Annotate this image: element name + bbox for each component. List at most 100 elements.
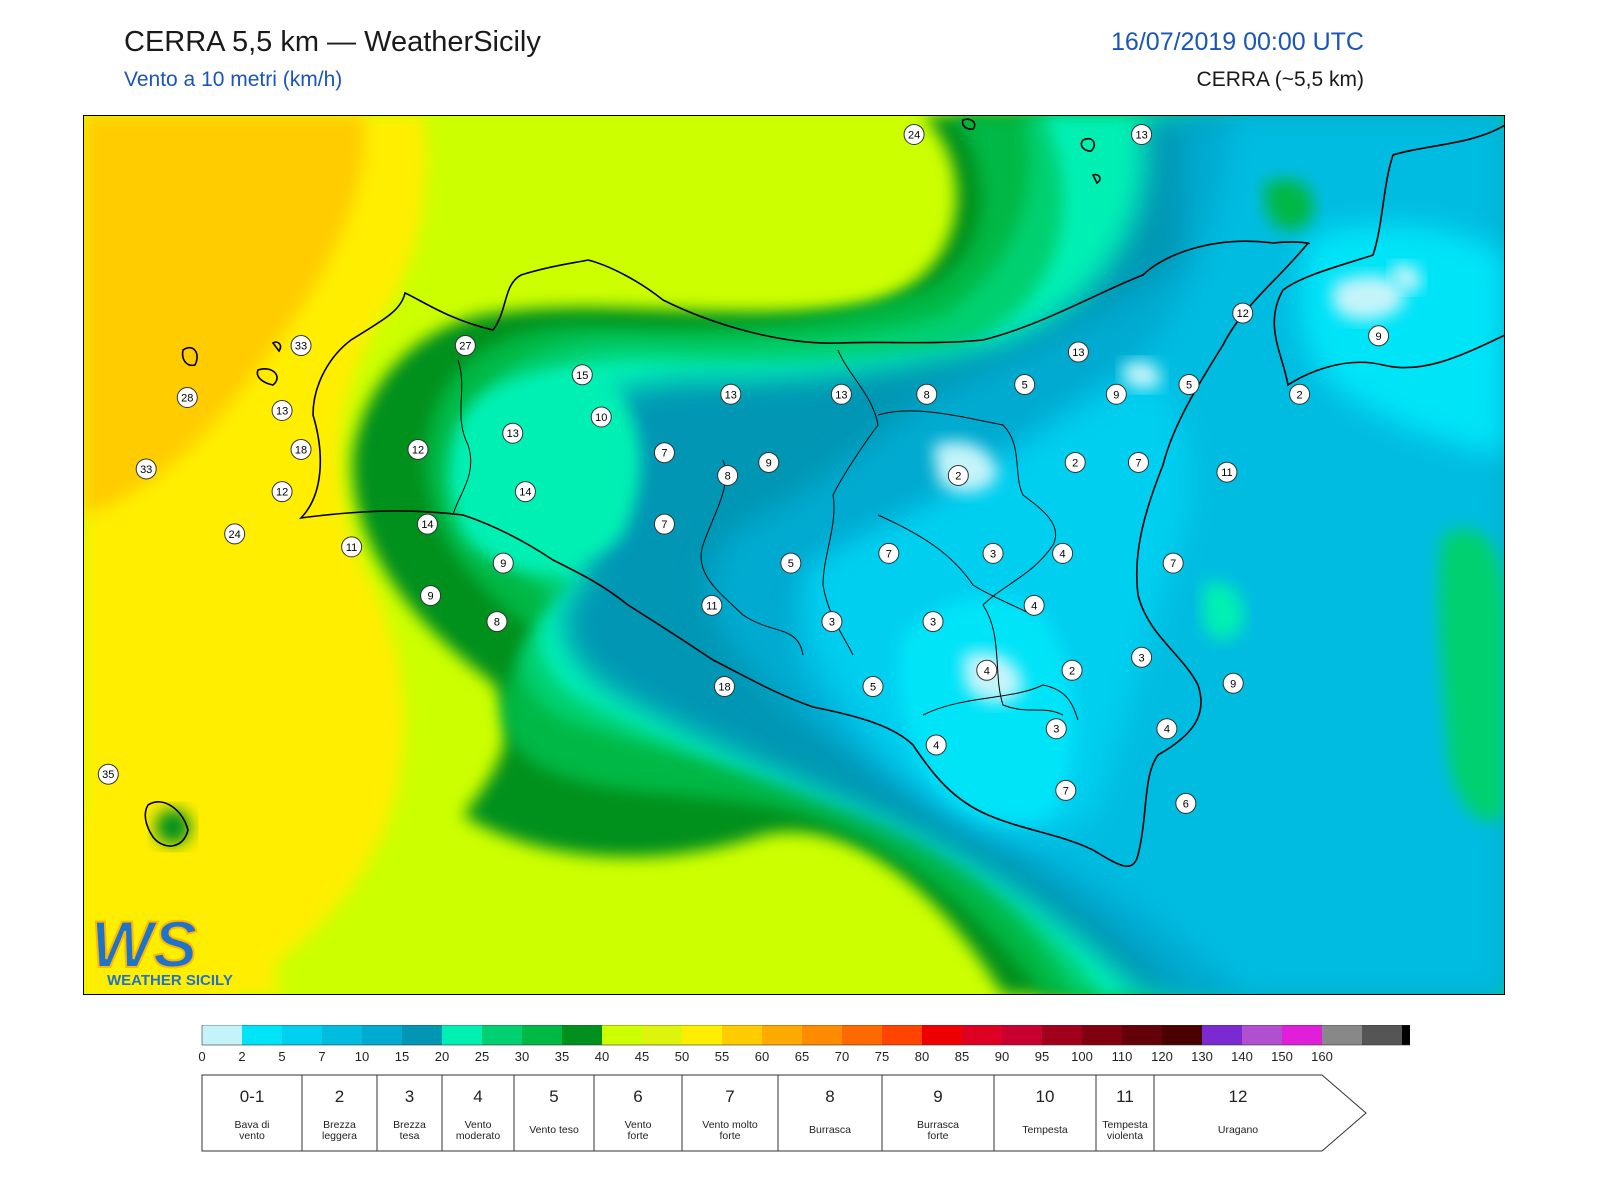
- station-value: 11: [346, 542, 357, 554]
- station-value: 13: [725, 389, 737, 401]
- color-scale-tick: 0: [198, 1049, 205, 1064]
- station-value: 10: [595, 412, 607, 424]
- color-scale-tick: 130: [1191, 1049, 1213, 1064]
- color-scale-tick: 75: [875, 1049, 889, 1064]
- color-scale-swatch: [362, 1025, 402, 1045]
- station-marker: 3: [1131, 646, 1153, 668]
- station-marker: 35: [97, 763, 119, 785]
- station-marker: 2: [947, 464, 969, 486]
- color-scale-swatch: [522, 1025, 562, 1045]
- color-scale-tick: 20: [435, 1049, 449, 1064]
- color-scale-tick: 160: [1311, 1049, 1333, 1064]
- beaufort-number: 0-1: [240, 1087, 265, 1106]
- station-value: 5: [1022, 380, 1028, 392]
- color-scale-swatch: [682, 1025, 722, 1045]
- ustica-island: [961, 118, 976, 130]
- station-marker-circle: [1014, 374, 1036, 396]
- legend: 0 2 5 7 10 15 20 25 30 35 40 45 50 55 60 65 70 75 80 85 90 95…: [198, 1025, 1410, 1152]
- station-marker-circle: [341, 536, 363, 558]
- color-scale-swatch: [282, 1025, 322, 1045]
- color-scale-tick: 60: [755, 1049, 769, 1064]
- station-marker: 8: [916, 383, 938, 405]
- color-scale-swatch: [322, 1025, 362, 1045]
- station-marker-circle: [176, 387, 198, 409]
- station-marker-circle: [830, 383, 852, 405]
- station-marker-circle: [514, 481, 536, 503]
- station-value: 5: [788, 558, 794, 570]
- color-scale-swatch: [1202, 1025, 1242, 1045]
- station-marker-circle: [271, 399, 293, 421]
- station-marker-circle: [1131, 123, 1153, 145]
- wind-field: [83, 115, 1505, 995]
- station-value: 33: [140, 464, 152, 476]
- station-marker: 8: [717, 464, 739, 486]
- station-value: 12: [276, 487, 288, 499]
- station-value: 9: [1230, 678, 1236, 690]
- station-value: 11: [706, 600, 717, 612]
- station-value: 7: [1170, 558, 1176, 570]
- color-scale: [201, 1025, 1410, 1046]
- station-marker: 10: [590, 406, 612, 428]
- color-scale-swatch: [202, 1025, 242, 1045]
- color-scale-swatch: [1002, 1025, 1042, 1045]
- station-marker: 24: [224, 523, 246, 545]
- station-marker-circle: [1216, 461, 1238, 483]
- station-marker-circle: [653, 513, 675, 535]
- color-scale-swatch: [482, 1025, 522, 1045]
- color-scale-swatch: [1042, 1025, 1082, 1045]
- station-marker-circle: [1067, 341, 1089, 363]
- station-marker-circle: [982, 542, 1004, 564]
- station-value: 9: [1376, 331, 1382, 343]
- station-marker: 14: [514, 481, 536, 503]
- station-marker-circle: [290, 438, 312, 460]
- color-scale-swatch: [242, 1025, 282, 1045]
- station-marker-circle: [416, 513, 438, 535]
- station-value: 13: [1135, 129, 1147, 141]
- station-marker-circle: [720, 383, 742, 405]
- color-scale-swatch: [1122, 1025, 1162, 1045]
- color-scale-swatch: [1282, 1025, 1322, 1045]
- station-marker: 9: [1368, 325, 1390, 347]
- station-marker-circle: [922, 611, 944, 633]
- station-marker-circle: [1045, 718, 1067, 740]
- color-scale-tick: 150: [1271, 1049, 1293, 1064]
- station-marker-circle: [224, 523, 246, 545]
- station-value: 18: [295, 444, 307, 456]
- station-marker: 7: [653, 513, 675, 535]
- station-marker: 3: [1045, 718, 1067, 740]
- beaufort-number: 3: [405, 1087, 414, 1106]
- color-scale-swatch: [962, 1025, 1002, 1045]
- station-value: 11: [1221, 467, 1232, 479]
- station-marker: 7: [1162, 552, 1184, 574]
- beaufort-number: 7: [725, 1087, 734, 1106]
- station-marker: 18: [713, 676, 735, 698]
- color-scale-swatch: [1362, 1025, 1402, 1045]
- color-scale-tick: 7: [318, 1049, 325, 1064]
- color-scale-tick: 140: [1231, 1049, 1253, 1064]
- station-marker-circle: [821, 611, 843, 633]
- station-marker: 33: [290, 335, 312, 357]
- coastlines: [144, 118, 1505, 867]
- beaufort-number: 12: [1229, 1087, 1248, 1106]
- beaufort-label: leggera: [322, 1130, 357, 1142]
- station-marker: 24: [903, 123, 925, 145]
- station-marker: 7: [653, 442, 675, 464]
- beaufort-number: 10: [1036, 1087, 1055, 1106]
- station-marker: 13: [502, 422, 524, 444]
- color-scale-swatch: [602, 1025, 642, 1045]
- logo-text: WEATHER SICILY: [107, 972, 233, 989]
- station-marker-circle: [290, 335, 312, 357]
- pantelleria-island: [144, 801, 189, 847]
- beaufort-label: Tempesta: [1102, 1119, 1148, 1131]
- color-scale-swatch: [1402, 1025, 1410, 1045]
- station-marker-circle: [420, 585, 442, 607]
- station-value: 2: [1072, 457, 1078, 469]
- station-value: 13: [507, 428, 519, 440]
- station-marker: 9: [1222, 672, 1244, 694]
- color-scale-ticks: 0 2 5 7 10 15 20 25 30 35 40 45 50 55 60 65 70 75 80 85 90 95…: [198, 1049, 1332, 1064]
- station-value: 3: [829, 617, 835, 629]
- color-scale-swatch: [722, 1025, 762, 1045]
- color-scale-swatch: [922, 1025, 962, 1045]
